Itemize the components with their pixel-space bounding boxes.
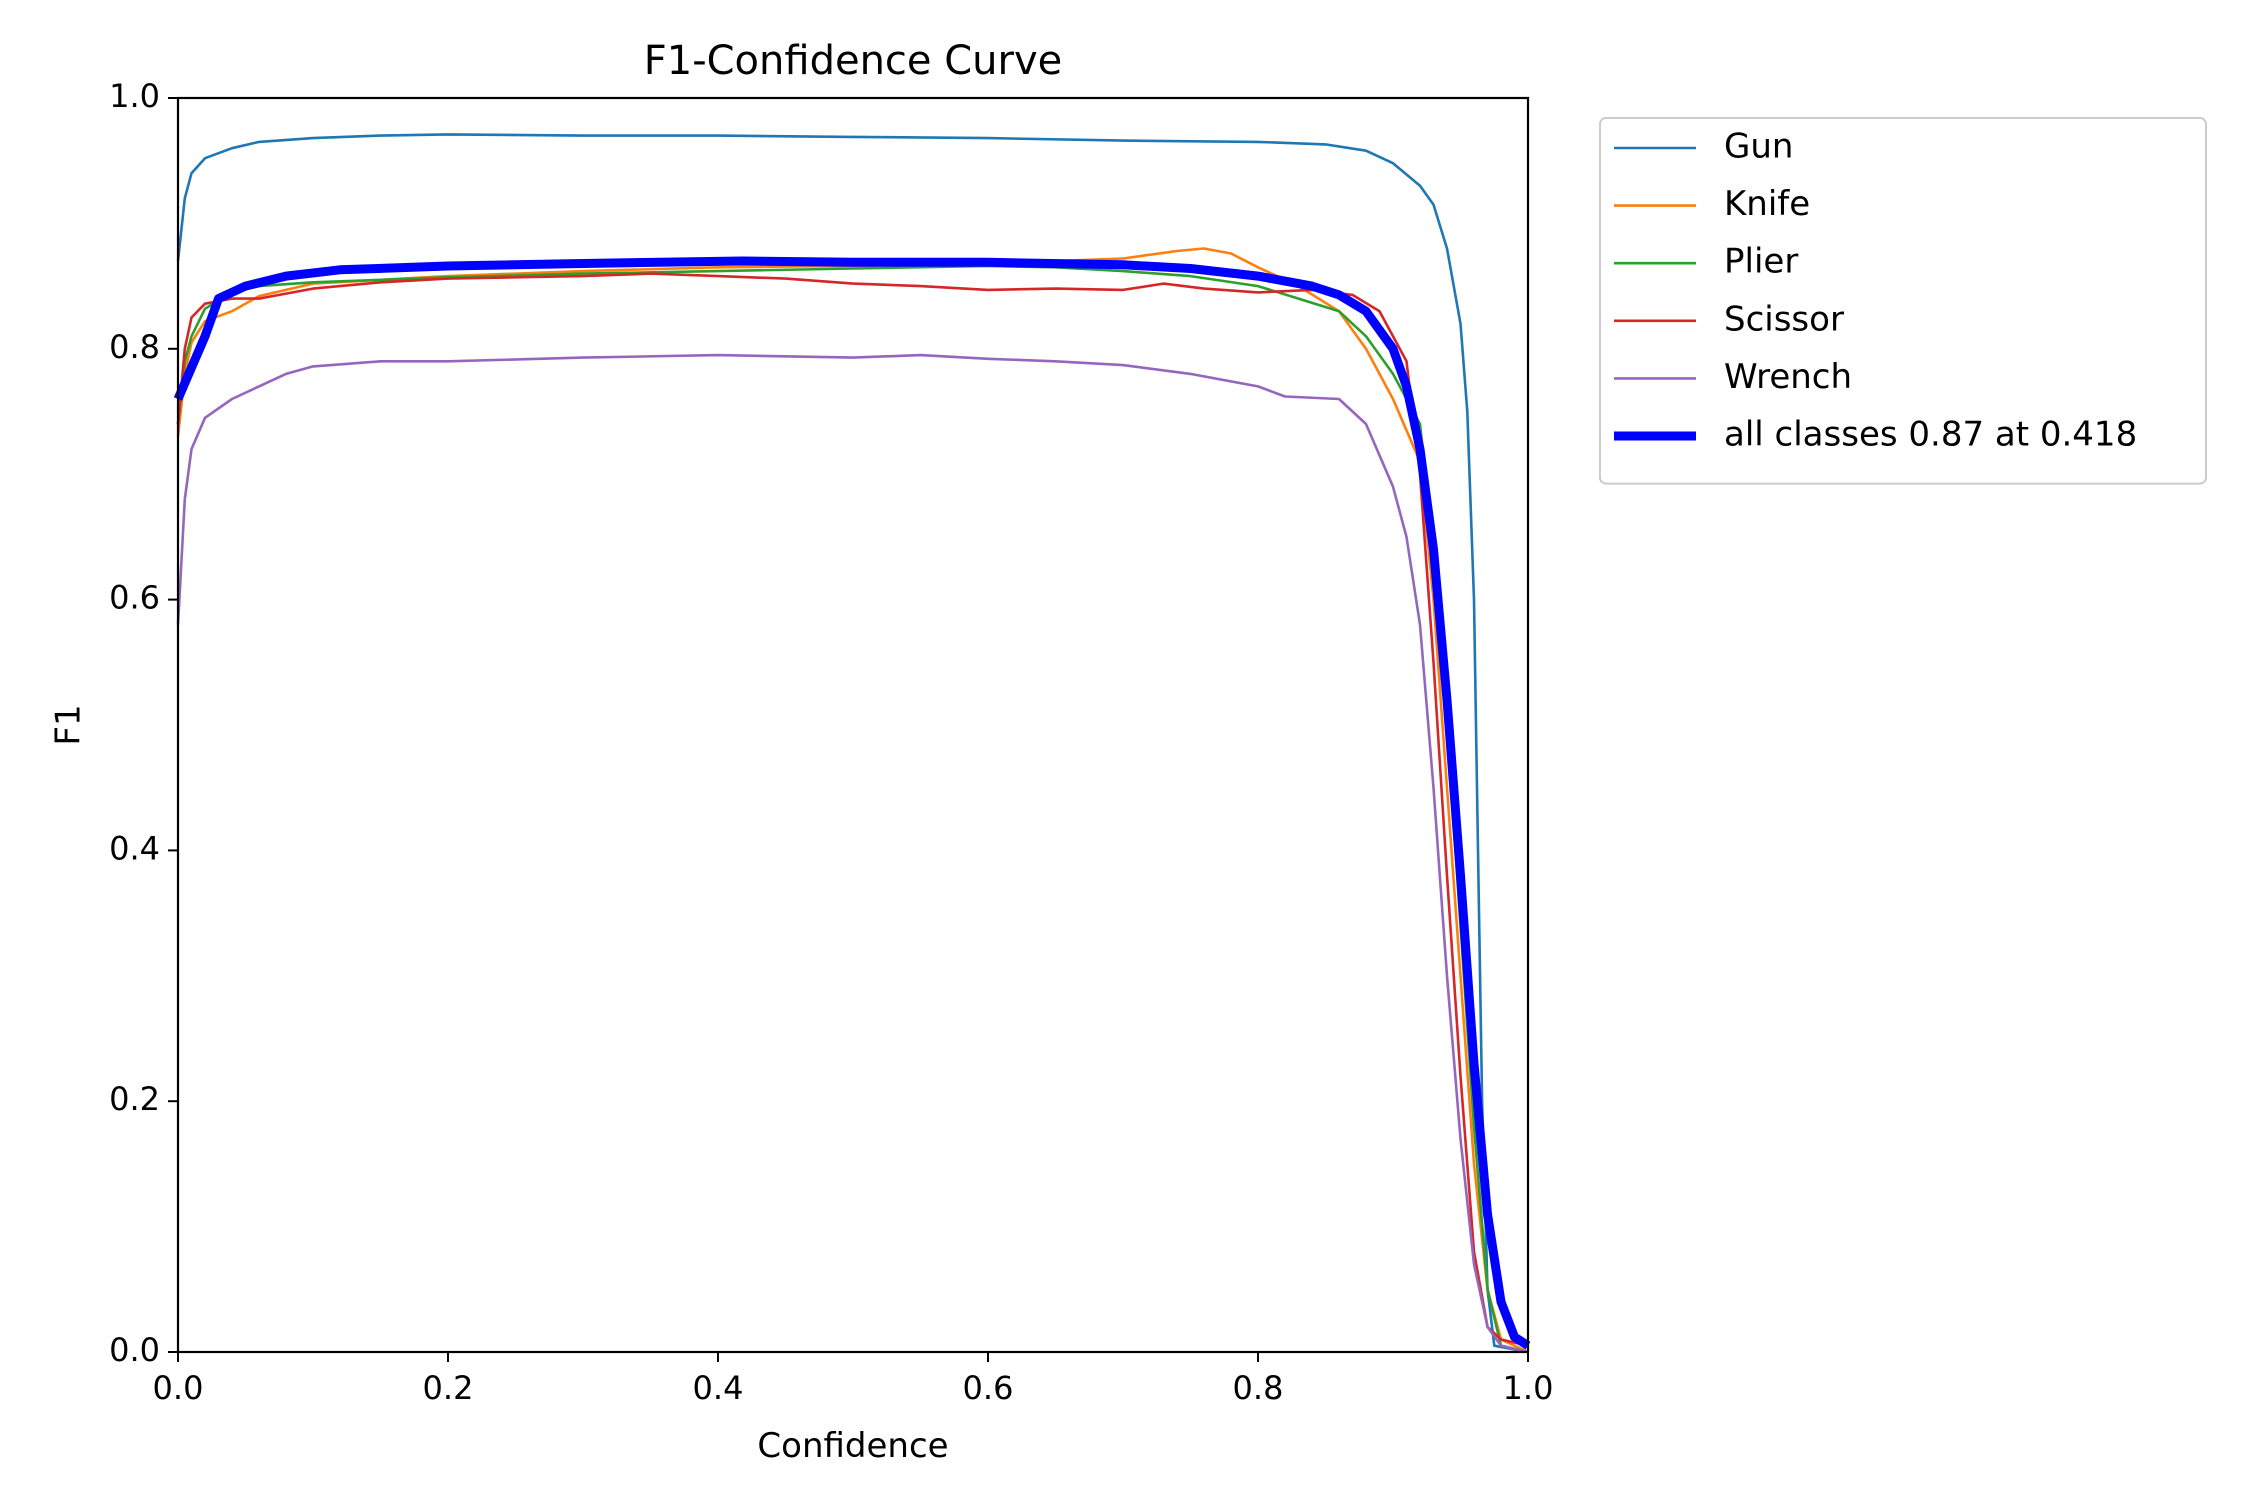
- legend-item: Plier: [1614, 242, 1798, 282]
- series-line-1: [176, 247, 1529, 1354]
- x-tick-label: 1.0: [1503, 1369, 1554, 1407]
- legend-label: Plier: [1724, 242, 1798, 282]
- series-line-5: [173, 256, 1531, 1350]
- series-line-0: [176, 133, 1529, 1354]
- legend-items: Gun Knife Plier Scissor Wrench all classes 0.…: [1614, 127, 2137, 455]
- series-line-4: [176, 353, 1529, 1354]
- legend-item: all classes 0.87 at 0.418: [1614, 415, 2137, 455]
- plot-frame: [176, 96, 1530, 1354]
- x-tick-label: 0.2: [423, 1369, 474, 1407]
- y-tick-label: 0.4: [109, 829, 160, 867]
- y-tick-label: 0.2: [109, 1080, 160, 1118]
- legend-item: Knife: [1614, 184, 1810, 224]
- series-line-3: [176, 272, 1529, 1347]
- y-axis-label: F1: [49, 704, 89, 745]
- legend-item: Wrench: [1614, 357, 1852, 397]
- legend-item: Gun: [1614, 127, 1793, 167]
- legend-label: Gun: [1724, 127, 1793, 167]
- x-tick-label: 0.0: [153, 1369, 204, 1407]
- plot-lines: [173, 133, 1531, 1354]
- x-tick-label: 0.4: [693, 1369, 744, 1407]
- y-tick-label: 0.6: [109, 579, 160, 617]
- x-axis-ticks: 0.0 0.2 0.4 0.6 0.8 1.0: [153, 1352, 1554, 1407]
- y-tick-label: 0.8: [109, 328, 160, 366]
- legend-item: Scissor: [1614, 299, 1844, 339]
- x-tick-label: 0.6: [963, 1369, 1014, 1407]
- legend: Gun Knife Plier Scissor Wrench all classes 0.…: [1599, 117, 2207, 485]
- chart-title: F1-Confidence Curve: [644, 38, 1063, 84]
- x-tick-label: 0.8: [1233, 1369, 1284, 1407]
- legend-box: [1599, 117, 2207, 485]
- legend-label: Knife: [1724, 184, 1810, 224]
- y-tick-label: 0.0: [109, 1331, 160, 1369]
- legend-label: Wrench: [1724, 357, 1852, 397]
- x-axis-label: Confidence: [757, 1426, 948, 1466]
- series-line-2: [176, 264, 1529, 1354]
- legend-label: Scissor: [1724, 299, 1844, 339]
- y-tick-label: 1.0: [109, 77, 160, 115]
- y-axis-ticks: 0.0 0.2 0.4 0.6 0.8 1.0: [109, 77, 178, 1369]
- legend-label: all classes 0.87 at 0.418: [1724, 415, 2137, 455]
